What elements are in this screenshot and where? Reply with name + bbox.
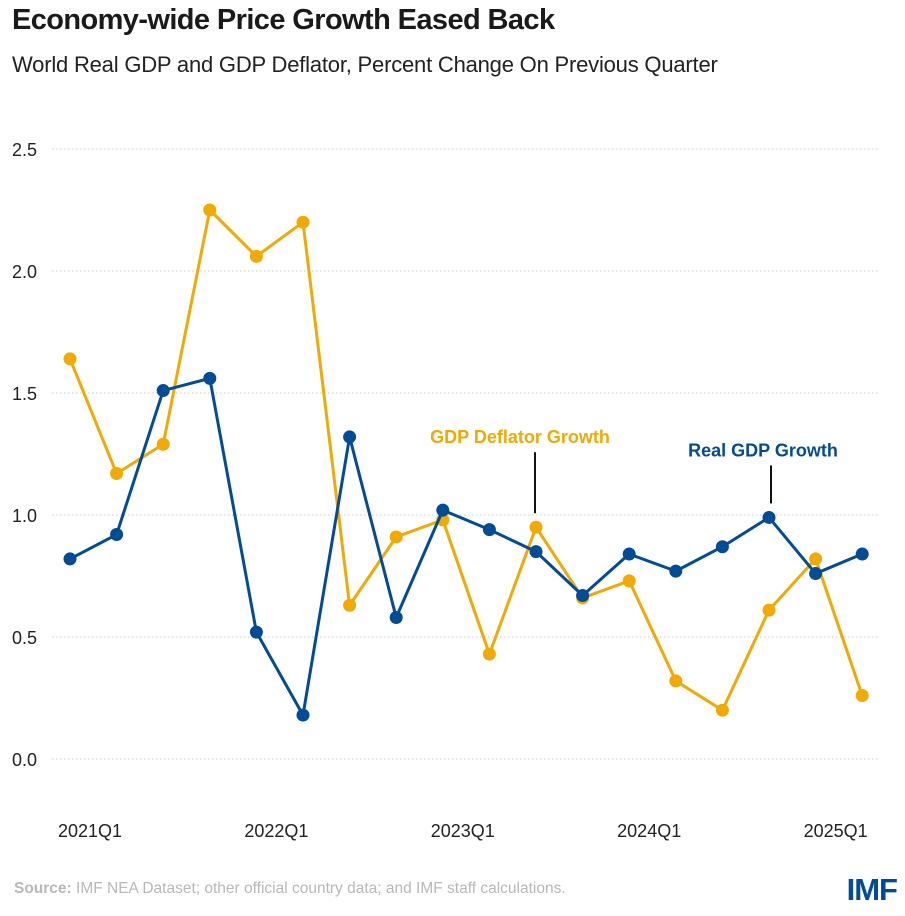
- y-tick-label: 0.0: [12, 750, 37, 770]
- data-point-real_gdp[interactable]: [63, 552, 77, 566]
- y-tick-label: 2.5: [12, 140, 37, 160]
- x-tick-label: 2024Q1: [617, 821, 681, 841]
- data-point-real_gdp[interactable]: [296, 708, 310, 722]
- x-axis-ticks: 2021Q1 2022Q1 2023Q1 2024Q1 2025Q1: [58, 821, 868, 841]
- data-point-deflator[interactable]: [855, 689, 869, 703]
- data-point-real_gdp[interactable]: [343, 430, 357, 444]
- data-point-deflator[interactable]: [296, 215, 310, 229]
- data-point-real_gdp[interactable]: [622, 547, 636, 561]
- data-point-real_gdp[interactable]: [249, 625, 263, 639]
- data-point-deflator[interactable]: [63, 352, 77, 366]
- data-point-deflator[interactable]: [529, 520, 543, 534]
- series-real_gdp: [63, 371, 869, 722]
- x-tick-label: 2023Q1: [431, 821, 495, 841]
- y-tick-label: 1.0: [12, 506, 37, 526]
- data-point-real_gdp[interactable]: [669, 564, 683, 578]
- data-point-real_gdp[interactable]: [576, 589, 590, 603]
- data-point-real_gdp[interactable]: [715, 540, 729, 554]
- data-point-deflator[interactable]: [622, 574, 636, 588]
- data-point-deflator[interactable]: [669, 674, 683, 688]
- y-tick-label: 1.5: [12, 384, 37, 404]
- x-tick-label: 2022Q1: [244, 821, 308, 841]
- data-point-deflator[interactable]: [389, 530, 403, 544]
- data-point-deflator[interactable]: [809, 552, 823, 566]
- source-text: IMF NEA Dataset; other official country …: [71, 880, 566, 897]
- source-note: Source: IMF NEA Dataset; other official …: [14, 880, 566, 898]
- y-axis-ticks: 0.0 0.5 1.0 1.5 2.0 2.5: [12, 140, 37, 770]
- data-point-deflator[interactable]: [343, 598, 357, 612]
- series-line-deflator: [68, 208, 864, 712]
- series-line-real_gdp: [69, 376, 863, 717]
- source-label: Source:: [14, 880, 72, 897]
- data-point-real_gdp[interactable]: [156, 384, 170, 398]
- y-tick-label: 0.5: [12, 628, 37, 648]
- series-layer: [63, 203, 869, 722]
- series-deflator: [63, 203, 869, 717]
- data-point-deflator[interactable]: [249, 249, 263, 263]
- data-point-deflator[interactable]: [203, 203, 217, 217]
- annotation-label-deflator: GDP Deflator Growth: [430, 427, 610, 447]
- data-point-real_gdp[interactable]: [436, 503, 450, 517]
- data-point-real_gdp[interactable]: [529, 545, 543, 559]
- data-point-real_gdp[interactable]: [809, 567, 823, 581]
- annotation-label-real_gdp: Real GDP Growth: [688, 440, 838, 460]
- chart-subtitle: World Real GDP and GDP Deflator, Percent…: [12, 52, 718, 77]
- y-tick-label: 2.0: [12, 262, 37, 282]
- data-point-real_gdp[interactable]: [855, 547, 869, 561]
- annotations-layer: GDP Deflator Growth Real GDP Growth: [430, 427, 838, 514]
- data-point-real_gdp[interactable]: [762, 510, 776, 524]
- chart-title: Economy-wide Price Growth Eased Back: [12, 4, 555, 36]
- data-point-real_gdp[interactable]: [110, 528, 124, 542]
- data-point-deflator[interactable]: [110, 467, 124, 481]
- data-point-real_gdp[interactable]: [203, 371, 217, 385]
- data-point-deflator[interactable]: [156, 437, 170, 451]
- data-point-real_gdp[interactable]: [389, 610, 403, 624]
- data-point-deflator[interactable]: [715, 703, 729, 717]
- data-point-real_gdp[interactable]: [482, 523, 496, 537]
- data-point-deflator[interactable]: [482, 647, 496, 661]
- imf-logo: IMF: [846, 872, 898, 907]
- x-tick-label: 2025Q1: [804, 821, 868, 841]
- data-point-deflator[interactable]: [762, 603, 776, 617]
- x-tick-label: 2021Q1: [58, 821, 122, 841]
